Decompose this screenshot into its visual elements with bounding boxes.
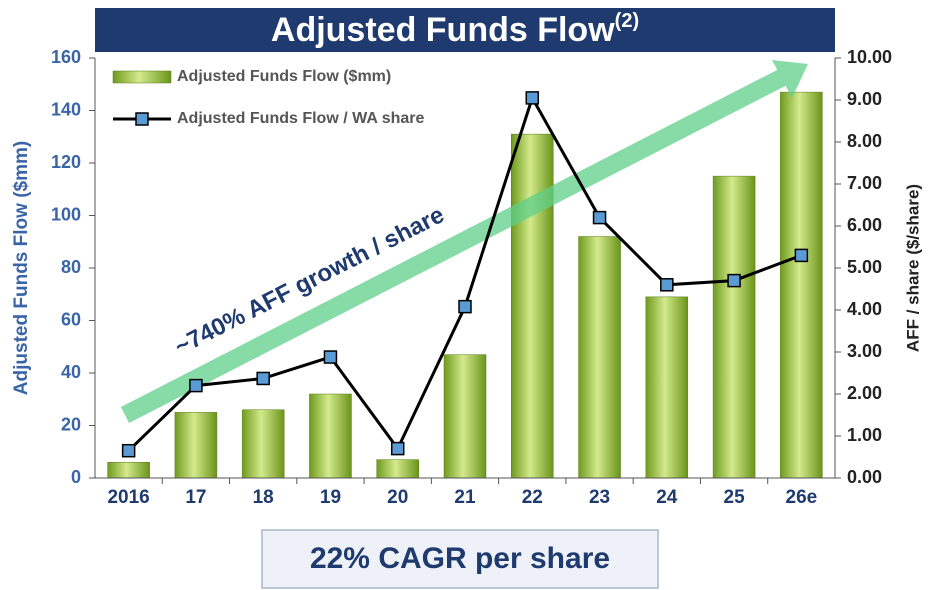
bar xyxy=(107,462,150,479)
bar xyxy=(511,133,554,479)
bar xyxy=(309,393,352,479)
y-tick-label: 20 xyxy=(61,414,81,434)
y-tick-label: 80 xyxy=(61,257,81,277)
line-marker xyxy=(660,278,674,292)
y-tick-label: 0 xyxy=(71,467,81,487)
callout-box xyxy=(261,529,659,589)
legend-marker xyxy=(135,112,149,126)
x-tick-label: 19 xyxy=(320,487,341,508)
y2-tick-label: 9.00 xyxy=(847,89,882,109)
line-marker xyxy=(727,273,741,288)
x-tick-label: 21 xyxy=(454,487,476,508)
y2-tick-label: 1.00 xyxy=(847,425,882,445)
y-tick-label: 60 xyxy=(61,309,81,329)
chart-title: Adjusted Funds Flow(2) xyxy=(271,10,639,49)
bar xyxy=(376,459,419,479)
bar xyxy=(645,296,689,479)
x-tick-label: 23 xyxy=(589,487,610,508)
line-marker xyxy=(256,371,270,386)
x-tick-label: 25 xyxy=(724,487,746,508)
y2-axis-label: AFF / share ($/share) xyxy=(903,184,922,352)
x-tick-label: 18 xyxy=(253,487,274,508)
y2-tick-label: 4.00 xyxy=(847,299,882,319)
line-marker xyxy=(794,248,809,263)
callout: 22% CAGR per share xyxy=(310,542,610,575)
x-tick-label: 20 xyxy=(387,487,408,508)
y2-tick-label: 7.00 xyxy=(847,173,882,193)
arrow-shaft xyxy=(120,67,790,424)
arrow-head xyxy=(772,60,808,98)
bar xyxy=(578,236,621,479)
y2-tick-label: 10.00 xyxy=(847,47,892,67)
y2-tick-label: 6.00 xyxy=(847,215,882,235)
line-marker xyxy=(189,378,203,393)
y-tick-label: 140 xyxy=(51,99,81,119)
y-axis-label: Adjusted Funds Flow ($mm) xyxy=(11,141,32,395)
title-text: Adjusted Funds Flow xyxy=(271,11,615,49)
x-tick-label: 17 xyxy=(185,487,206,508)
y2-tick-label: 3.00 xyxy=(847,341,882,361)
line-marker xyxy=(525,91,540,105)
x-tick-label: 22 xyxy=(522,487,543,508)
y-tick-label: 40 xyxy=(61,362,81,382)
y-tick-label: 100 xyxy=(51,204,81,224)
legend-label: Adjusted Funds Flow ($mm) xyxy=(177,68,391,85)
legend-label: Adjusted Funds Flow / WA share xyxy=(177,110,425,127)
line-marker xyxy=(592,210,607,225)
y-tick-label: 120 xyxy=(51,152,81,172)
annotation: ~740% AFF growth / share xyxy=(170,201,448,361)
bar xyxy=(443,354,487,479)
bar xyxy=(241,409,285,479)
bar xyxy=(780,91,823,479)
x-tick-label: 24 xyxy=(656,487,678,508)
x-tick-label: 2016 xyxy=(107,487,149,508)
legend-swatch xyxy=(112,70,172,84)
line-marker xyxy=(323,350,338,364)
bar xyxy=(712,175,756,479)
line-marker xyxy=(121,443,136,458)
title-banner xyxy=(95,8,835,52)
y2-tick-label: 2.00 xyxy=(847,383,882,403)
y2-tick-label: 0.00 xyxy=(847,467,882,487)
y-tick-label: 160 xyxy=(51,47,81,67)
x-tick-label: 26e xyxy=(786,487,818,508)
bar xyxy=(174,412,218,479)
growth-arrow xyxy=(120,60,808,424)
title-note: (2) xyxy=(615,10,639,32)
y2-tick-label: 8.00 xyxy=(847,131,882,151)
y2-tick-label: 5.00 xyxy=(847,257,882,277)
line-marker xyxy=(458,299,472,314)
line-marker xyxy=(390,441,405,456)
